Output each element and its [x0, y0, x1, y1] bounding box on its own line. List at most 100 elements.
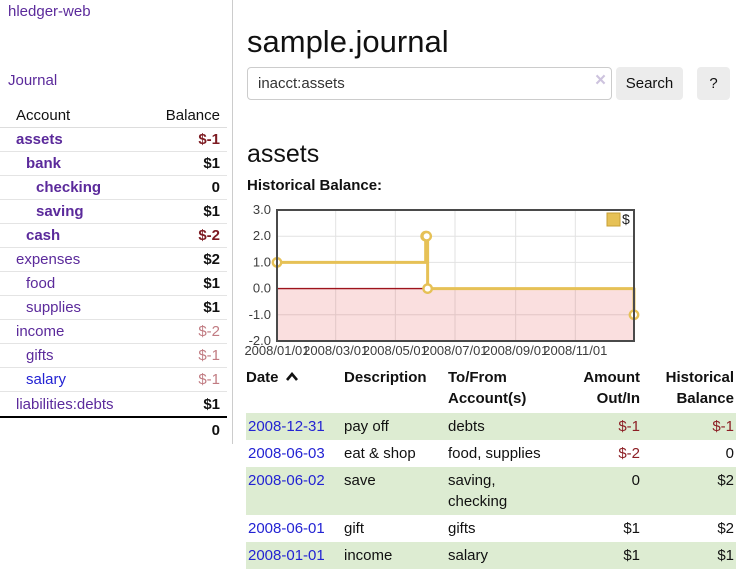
svg-text:3.0: 3.0	[253, 202, 271, 217]
svg-text:-2.0: -2.0	[249, 333, 271, 348]
accounts-header-account: Account	[16, 106, 71, 124]
transaction-balance: $2	[717, 520, 734, 537]
help-button[interactable]: ?	[697, 67, 730, 100]
transaction-date-link[interactable]: 2008-06-01	[248, 520, 325, 537]
page-title: sample.journal	[247, 23, 449, 59]
account-balance: $-2	[198, 227, 220, 244]
search-input[interactable]	[247, 67, 612, 100]
transaction-description: income	[344, 547, 393, 564]
svg-text:1.0: 1.0	[253, 254, 271, 269]
column-header-historical: Historical Balance	[665, 369, 734, 407]
account-link-expenses[interactable]: expenses	[16, 251, 81, 268]
register-row: 2008-06-01 gift gifts $1 $2	[246, 515, 736, 542]
app-brand-link[interactable]: hledger-web	[8, 3, 91, 20]
accounts-total-row: 0	[0, 416, 227, 443]
account-link-cash[interactable]: cash	[26, 227, 61, 244]
svg-text:2008/01/01: 2008/01/01	[244, 343, 309, 358]
account-link-supplies[interactable]: supplies	[26, 299, 82, 316]
account-row: expenses $2	[0, 248, 227, 272]
register-row: 2008-06-02 save saving, checking 0 $2	[246, 467, 736, 515]
chart-title: Historical Balance:	[247, 177, 383, 194]
register-row: 2008-06-03 eat & shop food, supplies $-2…	[246, 440, 736, 467]
account-balance: $-1	[198, 131, 220, 148]
transaction-amount: $-1	[618, 418, 640, 435]
sidebar: hledger-web Journal Account Balance asse…	[0, 0, 233, 444]
transaction-amount: $1	[623, 520, 640, 537]
date-header-label: Date	[246, 369, 279, 386]
transaction-date-link[interactable]: 2008-06-03	[248, 445, 325, 462]
register-table: Date Description To/From Account(s) Amou…	[246, 364, 736, 569]
historical-balance-chart: $3.0 2.0 1.0 0.0 -1.0 -2.02008/01/012008/03/0…	[244, 202, 640, 358]
account-link-saving[interactable]: saving	[36, 203, 84, 220]
account-row: salary $-1	[0, 368, 227, 392]
account-balance: $-1	[198, 347, 220, 364]
accounts-tree-header: Account Balance	[0, 103, 227, 128]
transaction-balance: 0	[725, 445, 734, 462]
account-row: income $-2	[0, 320, 227, 344]
transaction-accounts: gifts	[448, 520, 476, 537]
column-header-tofrom: To/From Account(s)	[448, 369, 527, 407]
account-row: liabilities:debts $1	[0, 392, 227, 416]
transaction-accounts: salary	[448, 547, 489, 564]
account-row: bank $1	[0, 152, 227, 176]
account-link-liabilities-debts[interactable]: liabilities:debts	[16, 395, 114, 413]
account-balance: $1	[203, 299, 220, 316]
svg-text:0.0: 0.0	[253, 281, 271, 296]
transaction-balance: $-1	[712, 418, 734, 435]
account-balance: $2	[203, 251, 220, 268]
account-balance: $-1	[198, 371, 220, 388]
account-link-bank[interactable]: bank	[26, 155, 62, 172]
transaction-description: eat & shop	[344, 445, 416, 462]
account-row: food $1	[0, 272, 227, 296]
account-link-checking[interactable]: checking	[36, 179, 102, 196]
column-header-date[interactable]: Date	[246, 364, 344, 413]
transaction-date-link[interactable]: 2008-06-02	[248, 472, 325, 489]
transaction-accounts: debts	[448, 418, 485, 435]
account-link-assets[interactable]: assets	[16, 131, 63, 148]
svg-text:2.0: 2.0	[253, 228, 271, 243]
sidebar-item-journal[interactable]: Journal	[8, 72, 58, 89]
search-button[interactable]: Search	[616, 67, 683, 100]
account-link-income[interactable]: income	[16, 323, 65, 340]
accounts-tree: Account Balance assets $-1 bank $1 check…	[0, 103, 227, 443]
svg-text:2008/05/01: 2008/05/01	[363, 343, 428, 358]
accounts-header-balance: Balance	[165, 106, 220, 124]
account-page-title: assets	[247, 139, 320, 168]
account-balance: $1	[203, 275, 220, 292]
account-row: supplies $1	[0, 296, 227, 320]
account-balance: 0	[211, 179, 220, 196]
register-row: 2008-12-31 pay off debts $-1 $-1	[246, 413, 736, 440]
svg-text:2008/09/01: 2008/09/01	[483, 343, 548, 358]
transaction-amount: 0	[631, 472, 640, 489]
account-row: checking 0	[0, 176, 227, 200]
account-row: cash $-2	[0, 224, 227, 248]
account-link-gifts[interactable]: gifts	[26, 347, 54, 364]
account-balance: $1	[203, 155, 220, 172]
transaction-accounts: saving, checking	[448, 472, 508, 510]
svg-text:2008/03/01: 2008/03/01	[303, 343, 368, 358]
account-balance: $-2	[198, 323, 220, 340]
svg-text:-1.0: -1.0	[249, 307, 271, 322]
transaction-balance: $1	[717, 547, 734, 564]
account-row: gifts $-1	[0, 344, 227, 368]
transaction-description: gift	[344, 520, 365, 537]
sort-ascending-icon	[285, 371, 298, 381]
transaction-amount: $-2	[618, 445, 640, 462]
transaction-amount: $1	[623, 547, 640, 564]
transaction-description: save	[344, 472, 376, 489]
accounts-total-balance: 0	[211, 422, 220, 439]
transaction-balance: $2	[717, 472, 734, 489]
account-link-food[interactable]: food	[26, 275, 56, 292]
svg-text:2008/11/01: 2008/11/01	[543, 343, 607, 358]
account-balance: $1	[203, 395, 220, 413]
account-link-salary[interactable]: salary	[26, 371, 67, 388]
transaction-description: pay off	[344, 418, 389, 435]
clear-search-icon[interactable]: ×	[595, 70, 607, 91]
account-row: saving $1	[0, 200, 227, 224]
account-row: assets $-1	[0, 128, 227, 152]
register-header-row: Date Description To/From Account(s) Amou…	[246, 364, 736, 413]
register-row: 2008-01-01 income salary $1 $1	[246, 542, 736, 569]
transaction-date-link[interactable]: 2008-01-01	[248, 547, 325, 564]
column-header-amount: Amount Out/In	[583, 369, 640, 407]
transaction-date-link[interactable]: 2008-12-31	[248, 418, 325, 435]
